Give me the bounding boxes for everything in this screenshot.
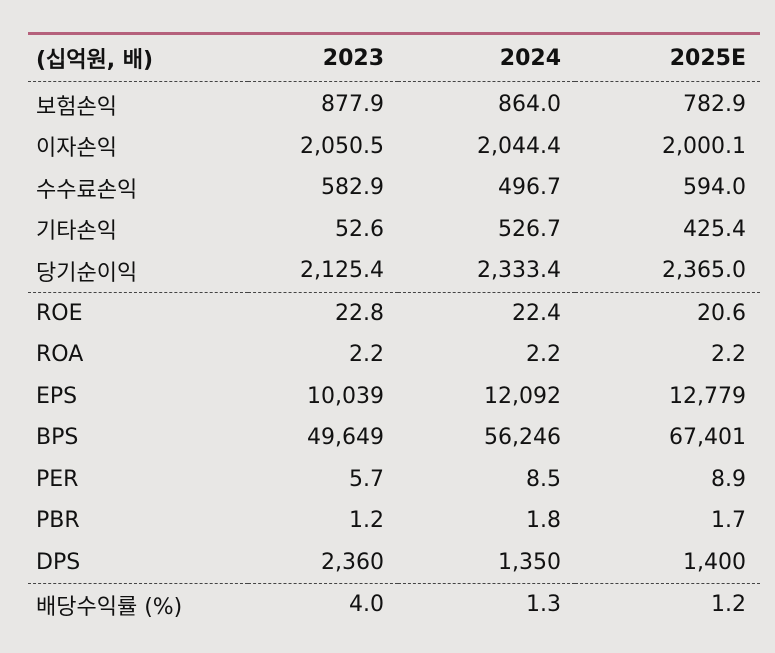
- cell-value: 2.2: [711, 342, 746, 368]
- row-label: PBR: [36, 508, 80, 534]
- row-label: PER: [36, 466, 79, 492]
- year-header: 2023: [248, 35, 398, 82]
- cell-value: 496.7: [498, 175, 561, 201]
- table-row: EPS 10,039 12,092 12,779: [28, 376, 760, 418]
- table-row: 보험손익 877.9 864.0 782.9: [28, 82, 760, 126]
- cell-value: 8.9: [711, 466, 746, 492]
- table-row: ROE 22.8 22.4 20.6: [28, 292, 760, 334]
- row-label: 배당수익률 (%): [36, 594, 183, 620]
- table-row: PER 5.7 8.5 8.9: [28, 459, 760, 501]
- row-label: EPS: [36, 383, 78, 409]
- table-row: ROA 2.2 2.2 2.2: [28, 334, 760, 376]
- cell-value: 2.2: [349, 342, 384, 368]
- cell-value: 12,092: [484, 383, 561, 409]
- row-label: 기타손익: [36, 219, 117, 245]
- row-label: 보험손익: [36, 94, 117, 120]
- cell-value: 12,779: [669, 383, 746, 409]
- financial-table-container: (십억원, 배) 2023 2024 2025E 보험손익 877.9 864.…: [28, 32, 760, 626]
- cell-value: 2,365.0: [575, 250, 760, 293]
- top-accent-line: [28, 32, 760, 35]
- row-label: ROE: [36, 300, 83, 326]
- cell-value: 4.0: [349, 592, 384, 618]
- cell-value: 1.3: [526, 592, 561, 618]
- row-label: DPS: [28, 541, 248, 584]
- cell-value: 877.9: [321, 92, 384, 118]
- cell-value: 2,000.1: [662, 133, 746, 159]
- cell-value: 5.7: [349, 466, 384, 492]
- table-row: 배당수익률 (%) 4.0 1.3 1.2: [28, 584, 760, 626]
- row-label: BPS: [36, 425, 79, 451]
- cell-value: 20.6: [697, 300, 746, 326]
- cell-value: 2,360: [248, 541, 398, 584]
- cell-value: 56,246: [484, 425, 561, 451]
- row-label: 수수료손익: [36, 177, 138, 203]
- cell-value: 1,350: [398, 541, 575, 584]
- cell-value: 22.8: [335, 300, 384, 326]
- cell-value: 1.7: [711, 508, 746, 534]
- unit-label: (십억원, 배): [28, 35, 248, 82]
- table-row: PBR 1.2 1.8 1.7: [28, 500, 760, 542]
- cell-value: 52.6: [335, 216, 384, 242]
- table-header-row: (십억원, 배) 2023 2024 2025E: [28, 35, 760, 82]
- cell-value: 8.5: [526, 466, 561, 492]
- cell-value: 10,039: [307, 383, 384, 409]
- table-row: DPS 2,360 1,350 1,400: [28, 541, 760, 584]
- table-row: 당기순이익 2,125.4 2,333.4 2,365.0: [28, 250, 760, 293]
- row-label: 당기순이익: [28, 250, 248, 293]
- row-label: ROA: [36, 342, 84, 368]
- cell-value: 1.2: [711, 592, 746, 618]
- cell-value: 2,044.4: [477, 133, 561, 159]
- cell-value: 1.8: [526, 508, 561, 534]
- year-header: 2024: [398, 35, 575, 82]
- financial-summary-table: (십억원, 배) 2023 2024 2025E 보험손익 877.9 864.…: [28, 35, 760, 626]
- cell-value: 22.4: [512, 300, 561, 326]
- cell-value: 594.0: [683, 175, 746, 201]
- table-row: 기타손익 52.6 526.7 425.4: [28, 209, 760, 251]
- cell-value: 2.2: [526, 342, 561, 368]
- cell-value: 782.9: [683, 92, 746, 118]
- cell-value: 67,401: [669, 425, 746, 451]
- cell-value: 425.4: [683, 216, 746, 242]
- cell-value: 582.9: [321, 175, 384, 201]
- table-row: 이자손익 2,050.5 2,044.4 2,000.1: [28, 126, 760, 168]
- cell-value: 2,125.4: [248, 250, 398, 293]
- row-label: 이자손익: [36, 136, 117, 162]
- cell-value: 526.7: [498, 216, 561, 242]
- year-header: 2025E: [575, 35, 760, 82]
- cell-value: 2,050.5: [300, 133, 384, 159]
- cell-value: 1.2: [349, 508, 384, 534]
- cell-value: 1,400: [575, 541, 760, 584]
- table-row: 수수료손익 582.9 496.7 594.0: [28, 167, 760, 209]
- cell-value: 864.0: [498, 92, 561, 118]
- cell-value: 2,333.4: [398, 250, 575, 293]
- cell-value: 49,649: [307, 425, 384, 451]
- table-row: BPS 49,649 56,246 67,401: [28, 417, 760, 459]
